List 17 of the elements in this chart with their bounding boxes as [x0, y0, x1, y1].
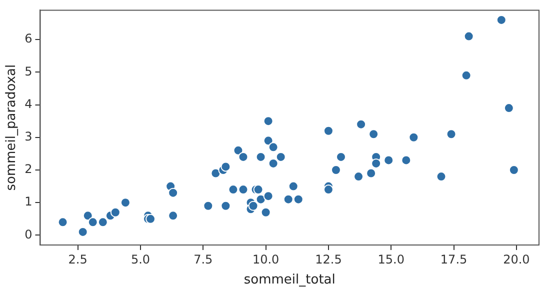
x-tick-label: 5.0: [130, 252, 150, 266]
y-tick-label: 3: [24, 130, 32, 144]
x-tick-label: 20.0: [503, 252, 530, 266]
y-tick-label: 0: [24, 227, 32, 242]
x-tick-label: 2.5: [68, 252, 88, 266]
x-axis-title: sommeil_total: [244, 272, 336, 288]
y-tick-label: 6: [24, 32, 32, 46]
x-tick-label: 7.5: [194, 252, 213, 266]
y-tick-label: 4: [24, 96, 32, 111]
y-tick-label: 2: [24, 162, 32, 176]
x-tick-label: 12.5: [315, 252, 342, 266]
x-tick-label: 17.5: [440, 252, 468, 266]
x-tick-label: 10.0: [252, 252, 280, 266]
y-axis-title: sommeil_paradoxal: [4, 64, 20, 191]
y-tick-label: 1: [24, 194, 32, 209]
y-tick-label: 5: [24, 64, 32, 78]
x-tick-label: 15.0: [378, 252, 404, 266]
